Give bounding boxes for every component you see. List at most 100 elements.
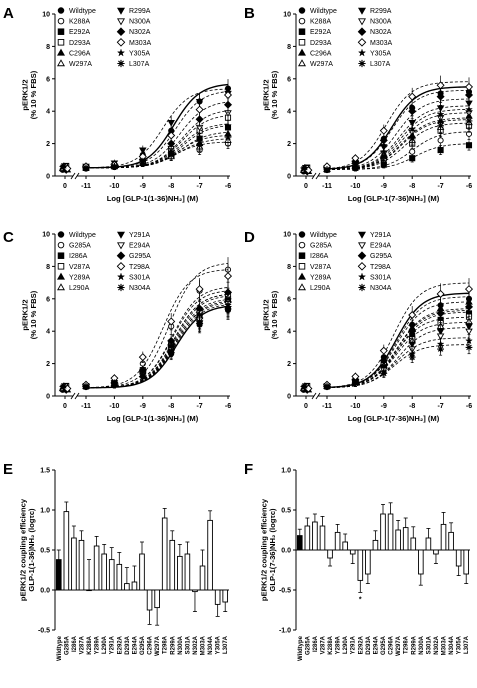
data-point xyxy=(436,110,445,118)
y-axis-label: pERK1/2(% 10 % FBS) xyxy=(20,70,37,119)
data-point xyxy=(408,124,417,133)
legend-marker xyxy=(298,263,306,270)
y-tick-label: 2 xyxy=(46,361,50,368)
legend-marker xyxy=(298,241,306,249)
data-point xyxy=(167,120,175,127)
legend-label: W297A xyxy=(69,61,92,68)
y-tick-label: 0.0 xyxy=(281,548,291,555)
category-label: N304A xyxy=(208,635,214,654)
bar-g285a xyxy=(304,525,311,551)
data-point xyxy=(408,310,417,320)
x-axis-label: Log [GLP-1(1-36)NH₂] (M) xyxy=(107,414,199,423)
y-axis-label-line-1: pERK1/2 coupling efficiency xyxy=(259,498,268,601)
y-tick-label: 8 xyxy=(287,264,291,271)
legend-marker xyxy=(57,272,65,280)
fit-curve xyxy=(85,295,229,389)
category-label: V287A xyxy=(79,635,85,654)
data-point xyxy=(196,141,203,149)
axis-break-mark xyxy=(311,392,317,400)
legend-marker xyxy=(357,272,367,281)
data-point xyxy=(82,382,90,390)
bar-c296a xyxy=(146,589,153,611)
data-point xyxy=(223,90,233,100)
legend-marker xyxy=(358,7,366,15)
fit-curve xyxy=(85,293,229,389)
category-label: K288A xyxy=(87,635,93,654)
legend-label: N300A xyxy=(129,19,151,26)
fit-curve xyxy=(326,117,470,170)
y-axis-label: pERK1/2 coupling efficiencyGLP-1(1-36)NH… xyxy=(18,498,35,601)
fit-curve xyxy=(326,122,470,170)
x-tick-label: -6 xyxy=(466,403,472,410)
y-tick-label: 2 xyxy=(46,141,50,148)
bar-i286a xyxy=(71,537,77,591)
y-tick-label: 10 xyxy=(283,12,291,19)
fit-curve xyxy=(326,344,470,389)
data-point xyxy=(111,162,118,170)
legend-marker xyxy=(298,59,306,67)
x-tick-label: -6 xyxy=(225,403,231,410)
legend-label: Y305A xyxy=(129,50,150,57)
axis-break-mark xyxy=(74,392,80,400)
legend-marker xyxy=(357,251,367,260)
legend-label: E292A xyxy=(310,29,331,36)
category-label: E294A xyxy=(373,635,379,654)
data-point xyxy=(464,285,474,294)
category-label: R299A xyxy=(411,635,417,654)
series-y291a xyxy=(301,318,473,392)
x-tick-label: 0 xyxy=(304,183,308,190)
data-point xyxy=(379,136,388,145)
data-point xyxy=(379,126,388,135)
category-label: N304A xyxy=(449,635,455,654)
legend-marker xyxy=(358,231,366,239)
bar-y305a xyxy=(455,549,462,567)
data-point xyxy=(224,121,232,130)
x-tick-label: -8 xyxy=(168,403,174,410)
y-tick-label: 4 xyxy=(46,109,50,116)
legend-marker xyxy=(57,7,65,14)
fit-curve xyxy=(85,115,229,169)
legend-label: N300A xyxy=(370,19,392,26)
bar-t298a xyxy=(161,517,168,591)
data-point xyxy=(464,302,474,311)
bar-e292a xyxy=(116,563,123,591)
legend-marker xyxy=(117,59,125,68)
y-tick-label: 0 xyxy=(287,174,291,181)
bar-d293a xyxy=(124,583,130,591)
data-point xyxy=(352,379,359,387)
legend-label: D293A xyxy=(69,40,91,47)
y-tick-label: 6 xyxy=(287,76,291,83)
legend-label: L290A xyxy=(310,285,331,292)
fit-curve xyxy=(326,98,470,170)
bar-e294a xyxy=(372,539,379,551)
series-l307a xyxy=(301,114,473,173)
category-label: Wildtype xyxy=(57,635,63,661)
legend-label: Y289A xyxy=(310,274,331,281)
y-axis-label-line-2: (% 10 % FBS) xyxy=(270,290,279,339)
x-tick-label: -9 xyxy=(381,183,387,190)
series-n304a xyxy=(60,288,232,390)
legend-marker xyxy=(298,252,306,259)
series-wildtype xyxy=(300,288,473,393)
legend-label: C296A xyxy=(310,50,332,57)
data-point xyxy=(223,272,233,281)
category-label: E292A xyxy=(117,635,123,654)
y-axis-label: pERK1/2(% 10 % FBS) xyxy=(261,290,278,339)
fit-curve xyxy=(326,119,470,170)
legend-label: K288A xyxy=(69,19,90,26)
bar-l290a xyxy=(342,541,348,551)
fit-curve xyxy=(326,337,470,389)
legend-label: M303A xyxy=(370,40,393,47)
legend-label: I286A xyxy=(69,253,88,260)
series-n304a xyxy=(301,341,473,390)
y-tick-label: 8 xyxy=(46,264,50,271)
legend-label: Wildtype xyxy=(310,8,337,15)
data-point xyxy=(167,342,175,350)
category-label: C296A xyxy=(148,635,154,654)
bar-l290a xyxy=(101,553,107,591)
data-point xyxy=(408,135,416,143)
bar-n302a xyxy=(192,589,198,593)
x-tick-label: -6 xyxy=(466,183,472,190)
